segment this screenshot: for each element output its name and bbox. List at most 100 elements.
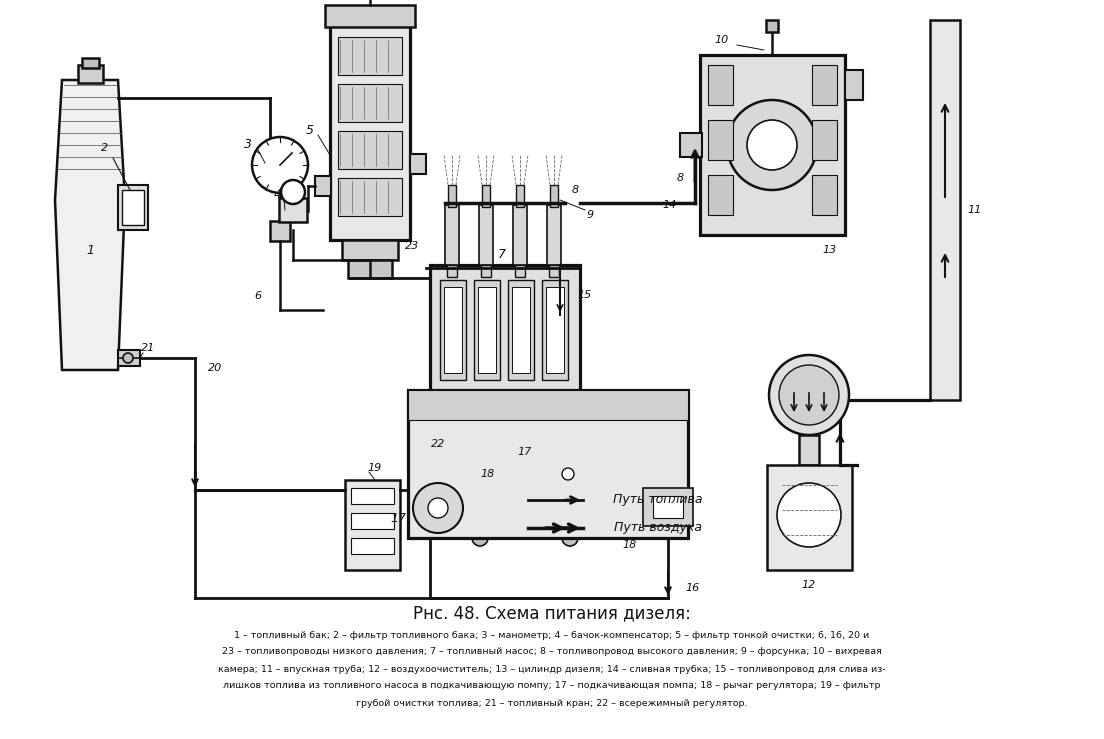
Bar [338, 37, 402, 75]
Circle shape [562, 468, 574, 480]
Circle shape [428, 498, 448, 518]
Bar [708, 120, 733, 160]
Text: 16: 16 [686, 583, 700, 593]
Bar [474, 280, 500, 380]
Bar [680, 133, 702, 157]
Circle shape [473, 530, 488, 546]
Bar [845, 70, 863, 100]
Circle shape [779, 365, 839, 425]
Bar [767, 465, 852, 570]
Text: 19: 19 [368, 463, 382, 473]
Bar [813, 65, 837, 105]
Bar [546, 205, 561, 265]
Bar [799, 435, 819, 465]
Text: 5: 5 [306, 123, 314, 137]
Text: 23: 23 [405, 241, 420, 251]
Circle shape [413, 483, 463, 533]
Bar [315, 175, 331, 196]
Bar [479, 205, 493, 265]
Text: 11: 11 [968, 205, 983, 215]
Bar [270, 221, 290, 241]
Text: лишков топлива из топливного насоса в подкачивающую помпу; 17 – подкачивающая по: лишков топлива из топливного насоса в по… [223, 681, 881, 690]
Bar [351, 538, 394, 554]
Bar [342, 240, 399, 260]
Text: 8: 8 [572, 185, 578, 195]
Text: 20: 20 [208, 363, 222, 373]
Bar [448, 185, 456, 207]
Bar [552, 475, 574, 520]
Bar [444, 287, 461, 373]
Text: 1: 1 [86, 243, 94, 256]
Circle shape [777, 483, 841, 547]
Bar [652, 496, 683, 518]
Circle shape [562, 530, 578, 546]
Bar [496, 475, 518, 520]
Bar [348, 260, 392, 278]
Bar [513, 205, 527, 265]
Bar [460, 465, 590, 530]
Bar [643, 488, 693, 526]
Bar [279, 198, 307, 222]
Bar [550, 185, 558, 207]
Text: 8: 8 [677, 173, 683, 183]
Text: 17: 17 [518, 447, 532, 457]
Bar [440, 280, 466, 380]
Text: 3: 3 [244, 138, 252, 151]
Bar [351, 488, 394, 504]
Text: 15: 15 [577, 290, 592, 300]
Text: 17: 17 [390, 511, 406, 525]
Bar [330, 25, 410, 240]
Text: Путь топлива: Путь топлива [613, 494, 703, 506]
Bar [338, 178, 402, 216]
Bar [930, 20, 960, 400]
Bar [590, 483, 611, 512]
Circle shape [282, 180, 305, 204]
Bar [813, 120, 837, 160]
Bar [708, 65, 733, 105]
Circle shape [123, 353, 132, 363]
Text: 4: 4 [274, 188, 282, 202]
Circle shape [252, 137, 308, 193]
Text: 13: 13 [822, 245, 837, 255]
Bar [478, 287, 496, 373]
Bar [408, 390, 688, 538]
Bar [514, 265, 526, 277]
Bar [813, 175, 837, 215]
Bar [445, 205, 459, 265]
Circle shape [728, 100, 817, 190]
Text: 23 – топливопроводы низкого давления; 7 – топливный насос; 8 – топливопровод выс: 23 – топливопроводы низкого давления; 7 … [222, 647, 882, 656]
Bar [429, 265, 580, 395]
Bar [524, 475, 546, 520]
Bar [549, 265, 559, 277]
Bar [546, 287, 564, 373]
Bar [351, 513, 394, 529]
Bar [123, 190, 144, 225]
Bar [338, 84, 402, 122]
Bar [118, 350, 140, 366]
Bar [512, 287, 530, 373]
Circle shape [769, 355, 849, 435]
Text: 22: 22 [431, 439, 445, 449]
Circle shape [747, 120, 797, 170]
Text: Рнс. 48. Схема питания дизеля:: Рнс. 48. Схема питания дизеля: [413, 604, 691, 622]
Text: 18: 18 [481, 469, 495, 479]
Text: камера; 11 – впускная труба; 12 – воздухоочиститель; 13 – цилиндр дизеля; 14 – с: камера; 11 – впускная труба; 12 – воздух… [219, 664, 885, 673]
Text: 12: 12 [802, 580, 816, 590]
Bar [325, 5, 415, 27]
Bar [338, 131, 402, 169]
Text: 2: 2 [102, 143, 108, 153]
Circle shape [590, 487, 611, 507]
Bar [82, 58, 99, 68]
Bar [468, 475, 490, 520]
Text: 21: 21 [141, 343, 156, 353]
Bar [708, 175, 733, 215]
Text: 1 – топливный бак; 2 – фильтр топливного бака; 3 – манометр; 4 – бачок-компенсат: 1 – топливный бак; 2 – фильтр топливного… [234, 630, 870, 639]
Bar [78, 65, 103, 83]
Bar [408, 390, 688, 420]
Bar [508, 280, 534, 380]
Bar [447, 265, 457, 277]
Text: 18: 18 [623, 540, 637, 550]
Text: 9: 9 [586, 210, 594, 220]
Text: 6: 6 [254, 291, 262, 301]
Bar [516, 185, 524, 207]
